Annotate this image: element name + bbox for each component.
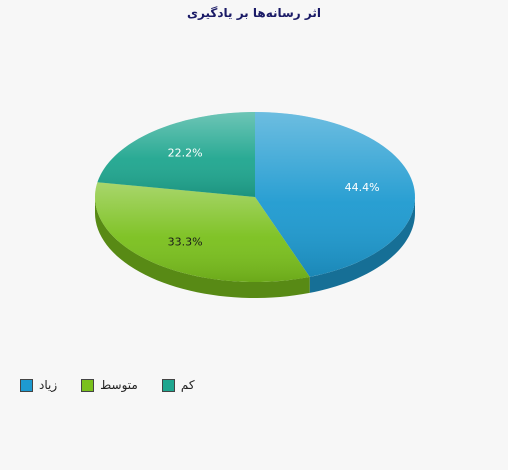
legend-label-low: کم: [180, 378, 195, 392]
slice-label-0: 44.4%: [345, 181, 380, 194]
slice-label-2: 22.2%: [168, 147, 203, 160]
legend-swatch-high: [20, 378, 33, 392]
legend-item-medium: متوسط: [81, 378, 138, 392]
pie-side-0: [309, 197, 415, 293]
slice-label-1: 33.3%: [168, 235, 203, 248]
pie-side-1: [95, 197, 310, 298]
legend-label-high: زیاد: [39, 378, 58, 392]
legend-item-low: کم: [161, 378, 195, 392]
legend-swatch-medium: [81, 378, 95, 392]
chart-title: اثر رسانه‌ها بر یادگیری: [187, 6, 321, 20]
pie-slice-gloss-2: [97, 112, 256, 197]
legend-item-high: زیاد: [20, 378, 57, 392]
legend-label-medium: متوسط: [100, 378, 138, 392]
pie-slice-gloss-1: [95, 182, 310, 282]
legend-swatch-low: [161, 378, 175, 392]
legend: زیاد متوسط کم: [20, 378, 195, 392]
pie-slice-gloss-0: [255, 112, 415, 277]
